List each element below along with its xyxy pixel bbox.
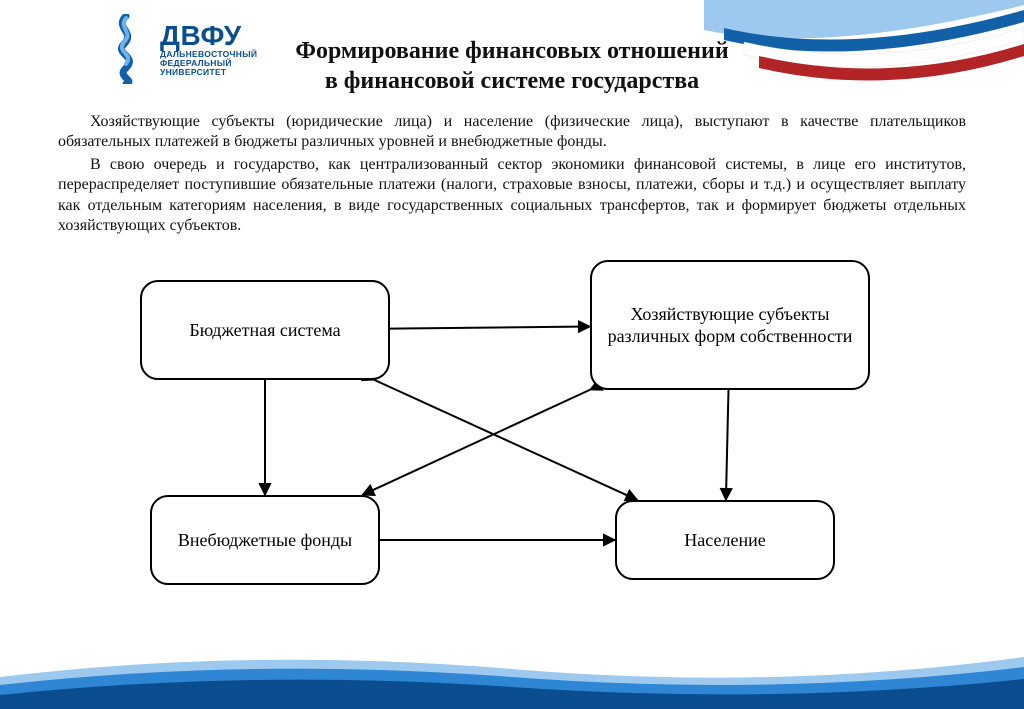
body-text: Хозяйствующие субъекты (юридические лица… xyxy=(58,112,966,239)
title-line-2: в финансовой системе государства xyxy=(0,66,1024,96)
title-line-1: Формирование финансовых отношений xyxy=(0,36,1024,66)
diagram-node-people: Население xyxy=(615,500,835,580)
paragraph-1: Хозяйствующие субъекты (юридические лица… xyxy=(58,112,966,153)
edge-entities-people xyxy=(726,390,729,500)
edge-budget-entities xyxy=(390,327,590,329)
edge-entities-funds xyxy=(362,390,590,495)
slide-title: Формирование финансовых отношений в фина… xyxy=(0,36,1024,96)
page-number: 19 xyxy=(950,684,964,699)
diagram-node-entities: Хозяйствующие субъекты различных форм со… xyxy=(590,260,870,390)
edge-budget-people xyxy=(375,380,638,500)
paragraph-2: В свою очередь и государство, как центра… xyxy=(58,155,966,237)
diagram-node-funds: Внебюджетные фонды xyxy=(150,495,380,585)
diagram-node-budget: Бюджетная система xyxy=(140,280,390,380)
bottom-wave-decor xyxy=(0,639,1024,709)
relations-diagram: Бюджетная система Хозяйствующие субъекты … xyxy=(120,260,890,630)
